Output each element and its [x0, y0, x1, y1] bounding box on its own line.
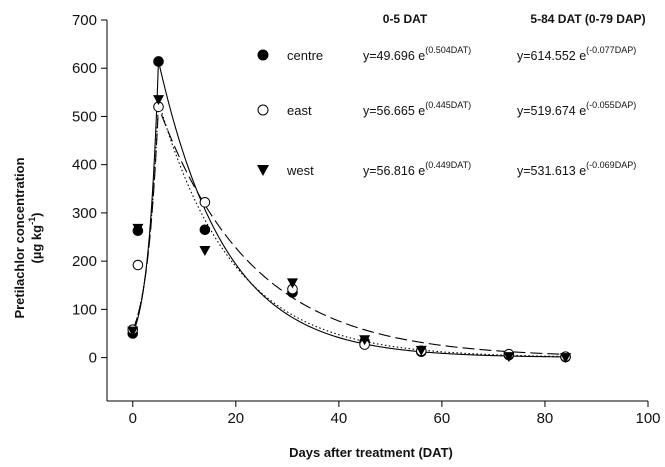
- equation-header-late: 5-84 DAT (0-79 DAP): [530, 12, 645, 26]
- y-tick-label: 300: [72, 205, 97, 222]
- fitted-curves: [132, 59, 566, 358]
- x-axis-title: Days after treatment (DAT): [289, 445, 453, 460]
- point-west: [153, 95, 165, 106]
- legend-marker-centre: [257, 49, 269, 61]
- x-tick-label: 80: [537, 410, 554, 427]
- x-tick-label: 40: [331, 410, 348, 427]
- equation-west-early-base: y=56.816 e: [363, 164, 425, 178]
- legend-item-west: west y=56.816 e(0.449DAT) y=531.613 e(-0…: [257, 160, 636, 178]
- equation-centre-late-base: y=614.552 e: [517, 49, 586, 63]
- equation-west-early: y=56.816 e(0.449DAT): [363, 160, 471, 178]
- y-axis-title-line2: (µg kg-1): [27, 213, 44, 264]
- equation-east-late-exponent: (-0.055DAP): [586, 100, 636, 110]
- legend-label-west: west: [286, 163, 314, 178]
- y-tick-label: 500: [72, 108, 97, 125]
- equation-east-early-exponent: (0.445DAT): [425, 100, 471, 110]
- equation-west-late-exponent: (-0.069DAP): [586, 160, 636, 170]
- y-axis-title-unit-close: ): [29, 213, 44, 217]
- fit-curve-centre: [132, 59, 566, 358]
- y-axis-title-unit-exponent: -1: [27, 217, 37, 225]
- point-west: [199, 246, 211, 257]
- legend: centre y=49.696 e(0.504DAT) y=614.552 e(…: [257, 45, 636, 178]
- equation-header-early: 0-5 DAT: [383, 12, 428, 26]
- point-west: [560, 353, 572, 364]
- legend-item-centre: centre y=49.696 e(0.504DAT) y=614.552 e(…: [257, 45, 636, 63]
- equation-centre-early-exponent: (0.504DAT): [425, 45, 471, 55]
- legend-item-east: east y=56.665 e(0.445DAT) y=519.674 e(-0…: [257, 100, 636, 118]
- y-tick-label: 700: [72, 12, 97, 29]
- equation-centre-early-base: y=49.696 e: [363, 49, 425, 63]
- y-axis-title: Pretilachlor concentration (µg kg-1): [12, 157, 44, 318]
- x-tick-label: 20: [227, 410, 244, 427]
- point-west: [415, 345, 427, 356]
- plot-frame: [106, 20, 648, 402]
- equation-centre-late-exponent: (-0.077DAP): [586, 45, 636, 55]
- x-tick-label: 100: [635, 410, 660, 427]
- equation-east-early: y=56.665 e(0.445DAT): [363, 100, 471, 118]
- point-east: [132, 259, 144, 271]
- x-tick-label: 0: [129, 410, 137, 427]
- y-tick-label: 0: [89, 350, 97, 367]
- point-west: [359, 335, 371, 346]
- x-tick-label: 60: [434, 410, 451, 427]
- y-tick-label: 600: [72, 60, 97, 77]
- point-west: [127, 326, 139, 337]
- equation-west-late-base: y=531.613 e: [517, 164, 586, 178]
- equation-centre-late: y=614.552 e(-0.077DAP): [517, 45, 636, 63]
- data-points: [127, 56, 572, 364]
- legend-marker-east: [257, 104, 269, 116]
- equation-east-late: y=519.674 e(-0.055DAP): [517, 100, 636, 118]
- legend-label-centre: centre: [287, 48, 323, 63]
- equation-west-early-exponent: (0.449DAT): [425, 160, 471, 170]
- point-west: [286, 278, 298, 289]
- x-axis: 0 20 40 60 80 100: [129, 401, 661, 427]
- y-tick-label: 200: [72, 253, 97, 270]
- equation-west-late: y=531.613 e(-0.069DAP): [517, 160, 636, 178]
- legend-label-east: east: [287, 103, 312, 118]
- y-tick-label: 400: [72, 157, 97, 174]
- point-west: [132, 223, 144, 234]
- y-axis-title-line1: Pretilachlor concentration: [12, 157, 27, 318]
- equation-east-early-base: y=56.665 e: [363, 104, 425, 118]
- point-centre: [199, 224, 211, 236]
- y-axis-title-unit: (µg kg: [29, 225, 44, 264]
- fit-curve-east: [132, 104, 566, 355]
- y-axis: 0 100 200 300 400 500 600 700: [72, 12, 107, 367]
- y-tick-label: 100: [72, 301, 97, 318]
- legend-marker-west: [257, 165, 269, 176]
- point-east: [199, 197, 211, 208]
- point-centre: [153, 56, 164, 67]
- fit-curve-west: [132, 98, 566, 358]
- point-west: [503, 352, 515, 363]
- equation-east-late-base: y=519.674 e: [517, 104, 586, 118]
- equation-centre-early: y=49.696 e(0.504DAT): [363, 45, 471, 63]
